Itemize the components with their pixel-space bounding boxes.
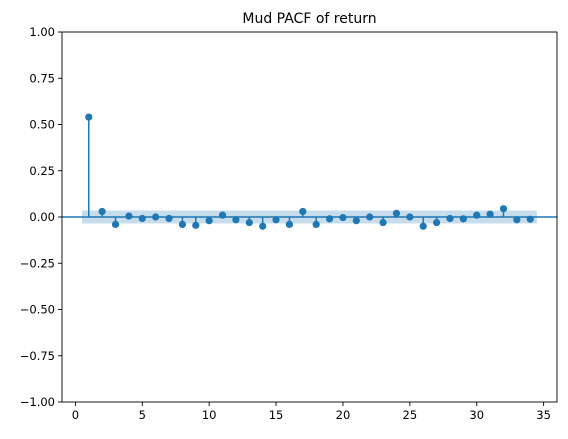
pacf-point: [379, 218, 387, 227]
x-tick-label: 10: [202, 408, 217, 422]
pacf-point: [98, 207, 106, 216]
x-tick-label: 15: [269, 408, 284, 422]
pacf-point: [178, 220, 187, 228]
pacf-point: [299, 207, 307, 216]
stems-layer: [88, 117, 531, 227]
pacf-point: [285, 220, 294, 228]
pacf-point: [232, 216, 240, 224]
x-tick-label: 35: [536, 408, 551, 422]
pacf-point: [245, 218, 253, 227]
y-tick-label: 0.75: [29, 71, 55, 85]
y-tick-label: 0.25: [29, 164, 55, 178]
pacf-point: [473, 211, 481, 219]
chart-title: Mud PACF of return: [242, 11, 376, 27]
pacf-point: [486, 210, 494, 218]
pacf-point: [419, 222, 427, 230]
pacf-point: [459, 215, 467, 223]
pacf-point: [152, 213, 160, 221]
y-tick-label: 1.00: [29, 25, 55, 39]
x-tick-label: 5: [139, 408, 146, 422]
x-tick-label: 20: [336, 408, 351, 422]
pacf-point: [272, 216, 280, 224]
pacf-point: [325, 215, 334, 223]
pacf-point: [513, 216, 521, 224]
pacf-point: [259, 222, 267, 230]
y-tick-label: −1.00: [20, 395, 55, 409]
y-tick-label: 0.00: [29, 210, 55, 224]
pacf-point: [392, 209, 401, 217]
pacf-point: [406, 213, 414, 221]
pacf-point: [526, 215, 534, 223]
confidence-band-layer: [62, 210, 557, 224]
y-tick-label: −0.75: [20, 349, 55, 363]
pacf-point: [138, 214, 146, 223]
markers-layer: [85, 113, 534, 230]
pacf-point: [192, 221, 200, 229]
pacf-point: [125, 212, 133, 220]
y-tick-label: −0.25: [20, 256, 55, 270]
pacf-point: [312, 220, 320, 228]
pacf-point: [85, 113, 93, 121]
pacf-point: [432, 218, 441, 227]
y-tick-label: −0.50: [20, 303, 55, 317]
pacf-point: [339, 213, 347, 222]
x-tick-label: 0: [72, 408, 79, 422]
x-tick-label: 25: [403, 408, 418, 422]
pacf-point: [499, 205, 508, 213]
pacf-point: [218, 211, 227, 219]
y-tick-label: 0.50: [29, 118, 55, 132]
pacf-point: [352, 217, 360, 225]
pacf-point: [446, 214, 454, 223]
pacf-point: [165, 214, 173, 223]
axes-layer: 0 5 10 15 20 25 30 35 −1.00 −0.75 −0.50 −0.25 0.00 0.…: [20, 25, 558, 422]
pacf-point: [111, 220, 120, 228]
pacf-point: [205, 217, 213, 225]
pacf-point: [366, 213, 374, 221]
x-tick-label: 30: [469, 408, 484, 422]
